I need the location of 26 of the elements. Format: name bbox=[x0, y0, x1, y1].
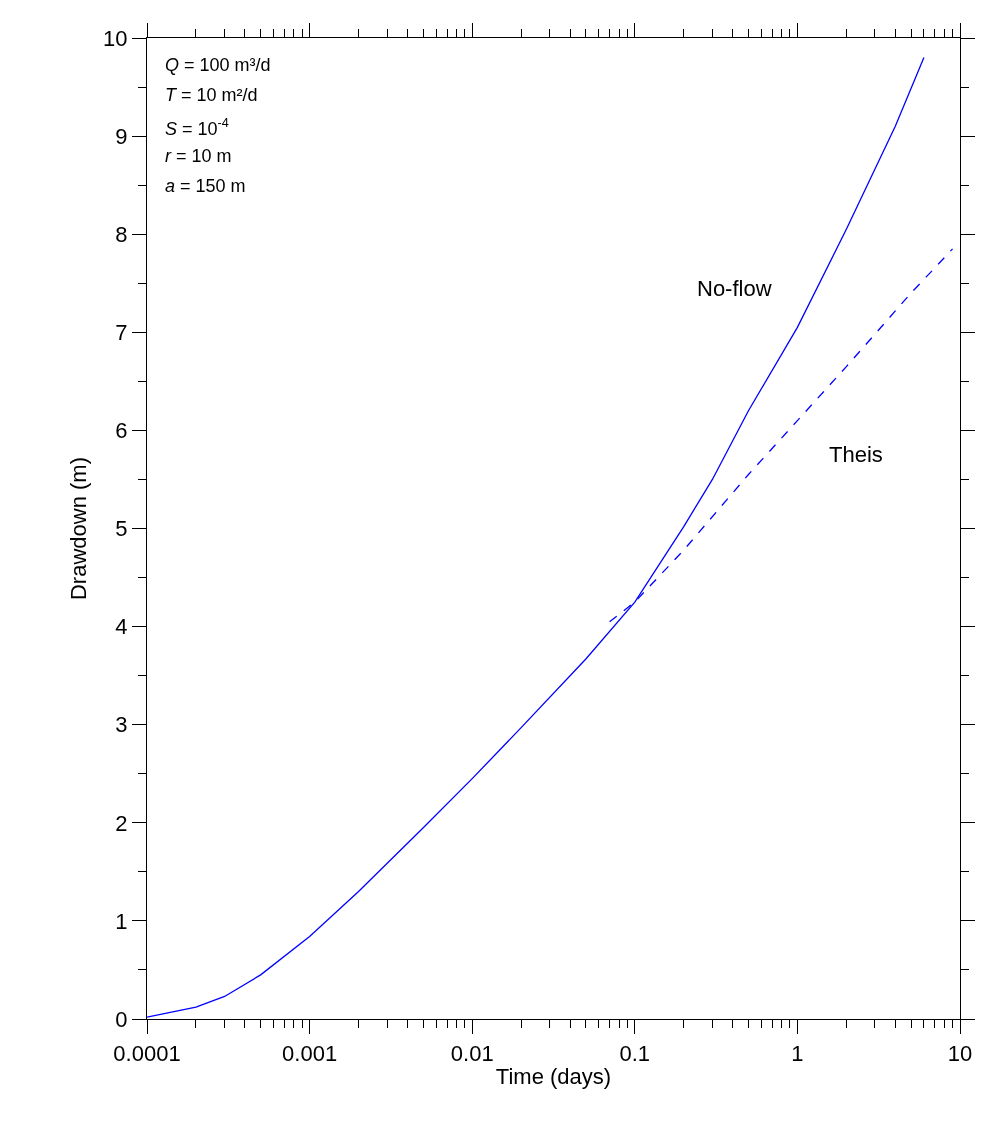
y-tick-label: 5 bbox=[115, 516, 128, 542]
x-tick-label: 0.0001 bbox=[113, 1040, 181, 1066]
y-tick-label: 2 bbox=[115, 810, 128, 836]
annotation: a = 150 m bbox=[165, 176, 246, 196]
y-axis-title: Drawdown (m) bbox=[65, 456, 91, 601]
x-tick-label: 10 bbox=[947, 1040, 973, 1066]
x-tick-label: 0.001 bbox=[282, 1040, 338, 1066]
annotation: r = 10 m bbox=[165, 146, 232, 166]
x-tick-label: 0.1 bbox=[619, 1040, 651, 1066]
annotation: Q = 100 m³/d bbox=[165, 55, 271, 75]
x-tick-label: 0.01 bbox=[450, 1040, 494, 1066]
y-tick-label: 4 bbox=[115, 614, 128, 640]
annotation: T = 10 m²/d bbox=[165, 85, 258, 105]
y-tick-label: 7 bbox=[115, 320, 128, 345]
y-tick-label: 10 bbox=[103, 25, 128, 51]
y-tick-label: 3 bbox=[115, 712, 128, 738]
series-label: Theis bbox=[829, 442, 883, 467]
y-tick-label: 9 bbox=[115, 123, 128, 149]
x-axis-title: Time (days) bbox=[495, 1064, 612, 1090]
series-label: No-flow bbox=[697, 276, 772, 301]
annotation: S = 10$^{-4}$ bbox=[165, 116, 229, 139]
x-tick-label: 1 bbox=[791, 1040, 804, 1066]
y-tick-label: 6 bbox=[115, 418, 128, 444]
y-tick-label: 8 bbox=[115, 221, 128, 247]
y-tick-label: 1 bbox=[115, 908, 128, 934]
y-tick-label: 0 bbox=[115, 1006, 128, 1032]
